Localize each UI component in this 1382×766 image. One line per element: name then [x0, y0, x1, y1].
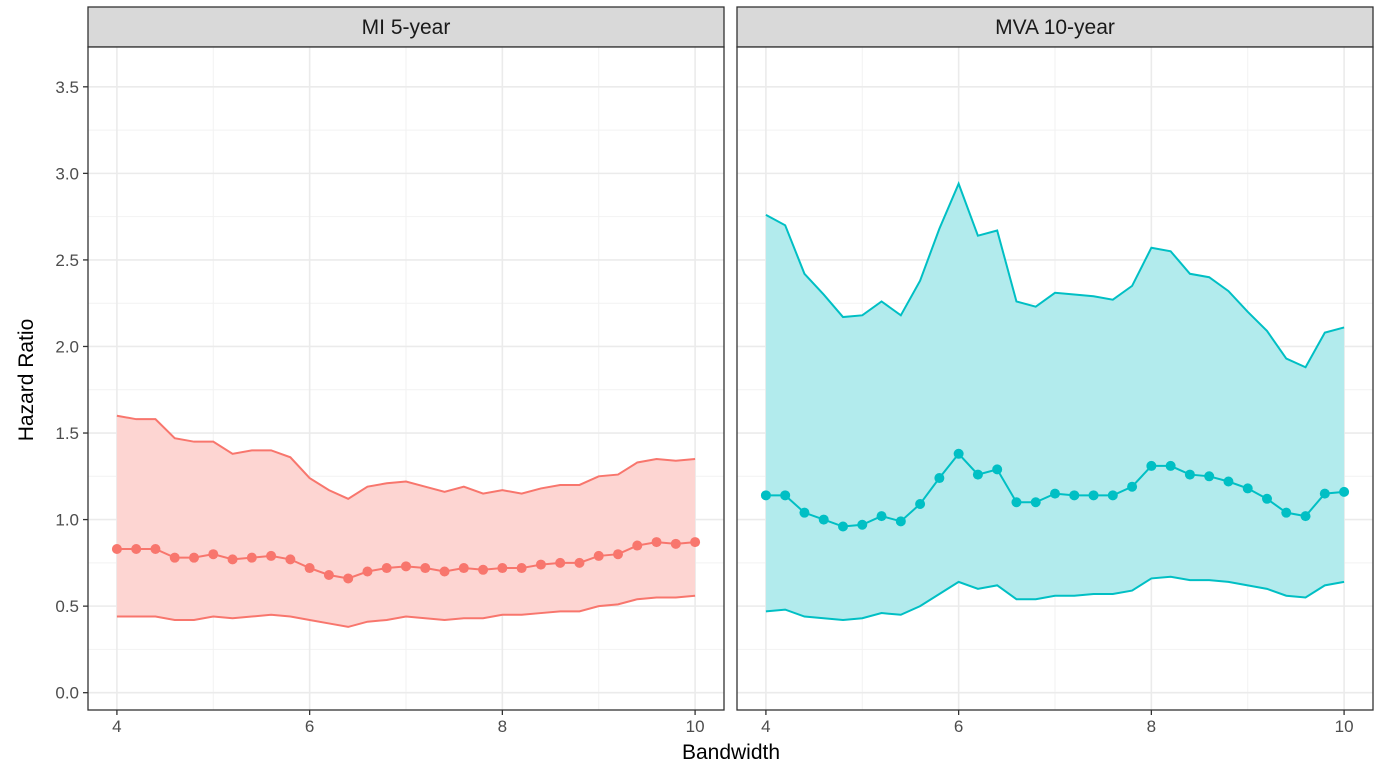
upper-ci-line	[116, 414, 696, 500]
y-tick-label: 2.0	[55, 337, 79, 356]
data-point	[478, 564, 489, 575]
upper-ci-line	[765, 181, 1345, 369]
data-point	[760, 490, 771, 501]
panel-strip	[736, 6, 1374, 48]
x-tick-label: 4	[112, 717, 121, 736]
data-point	[651, 537, 662, 548]
panel-border	[87, 46, 725, 711]
panel-title: MI 5-year	[362, 16, 451, 39]
data-point	[613, 549, 623, 560]
data-point	[876, 511, 887, 522]
panel-title: MVA 10-year	[995, 16, 1115, 39]
data-point	[131, 544, 142, 555]
y-tick-label: 2.5	[55, 251, 79, 270]
data-point	[401, 561, 411, 572]
confidence-band	[116, 415, 696, 627]
data-point	[915, 499, 926, 510]
panel-strip	[87, 6, 725, 48]
data-point	[818, 514, 829, 525]
x-tick-label: 8	[498, 717, 507, 736]
data-point	[1127, 481, 1138, 492]
x-axis-title: Bandwidth	[682, 741, 780, 764]
data-point	[208, 549, 219, 560]
data-point	[1339, 486, 1350, 497]
data-point	[1030, 497, 1041, 508]
y-tick-label: 3.0	[55, 164, 79, 183]
data-point	[1223, 476, 1234, 487]
data-point	[1281, 507, 1292, 518]
data-point	[857, 519, 868, 530]
data-point	[1069, 490, 1080, 501]
panel-0: MI 5-year 4 6 8 10 0.0 0.5 1.0 1.5 2.0 2.5 3.0 3.5	[55, 6, 725, 736]
data-point	[169, 552, 180, 563]
data-point	[1107, 490, 1118, 501]
data-point	[670, 538, 681, 549]
y-axis-title: Hazard Ratio	[15, 319, 38, 442]
y-tick-label: 0.5	[55, 597, 79, 616]
x-tick-label: 6	[305, 717, 314, 736]
data-point	[1300, 511, 1311, 522]
data-point	[227, 554, 238, 565]
data-point	[780, 490, 791, 501]
data-point	[1204, 471, 1215, 482]
data-point	[1011, 497, 1022, 508]
data-point	[992, 464, 1003, 475]
confidence-band	[765, 183, 1345, 620]
lower-ci-line	[116, 594, 696, 628]
y-tick-label: 0.0	[55, 684, 79, 703]
y-tick-label: 1.0	[55, 511, 79, 530]
x-tick-label: 6	[954, 717, 963, 736]
x-tick-label: 10	[686, 717, 705, 736]
data-point	[516, 563, 527, 574]
data-point	[895, 516, 906, 527]
data-point	[1165, 460, 1176, 471]
x-tick-label: 4	[761, 717, 770, 736]
data-point	[1319, 488, 1330, 499]
lower-ci-line	[765, 575, 1345, 621]
data-point	[381, 563, 392, 574]
x-tick-label: 10	[1335, 717, 1354, 736]
data-point	[362, 566, 373, 577]
data-point	[497, 563, 508, 574]
data-point	[420, 563, 431, 574]
data-point	[1262, 493, 1272, 504]
panel-border	[736, 46, 1374, 711]
data-point	[690, 537, 701, 548]
data-point	[838, 521, 848, 532]
data-point	[323, 569, 334, 580]
y-tick-label: 3.5	[55, 78, 79, 97]
data-point	[799, 507, 810, 518]
data-point	[593, 550, 604, 561]
data-point	[972, 469, 983, 480]
data-point	[150, 544, 161, 555]
y-tick-label: 1.5	[55, 424, 79, 443]
data-point	[535, 559, 546, 570]
data-point	[1050, 488, 1060, 499]
data-point	[246, 552, 257, 563]
panel-1: MVA 10-year 4 6 8 10	[736, 6, 1374, 736]
data-point	[285, 554, 296, 565]
data-point	[934, 473, 945, 484]
data-point	[189, 552, 199, 563]
data-point	[458, 563, 469, 574]
data-point	[304, 563, 315, 574]
data-point	[632, 540, 643, 551]
data-point	[1184, 469, 1195, 480]
data-point	[574, 557, 585, 568]
data-point	[1242, 483, 1253, 494]
data-point	[111, 544, 122, 555]
data-point	[555, 557, 566, 568]
data-point	[1088, 490, 1099, 501]
data-point	[439, 566, 450, 577]
data-point	[953, 448, 964, 459]
data-point	[343, 573, 354, 584]
x-tick-label: 8	[1147, 717, 1156, 736]
data-point	[266, 550, 277, 561]
data-point	[1146, 460, 1157, 471]
